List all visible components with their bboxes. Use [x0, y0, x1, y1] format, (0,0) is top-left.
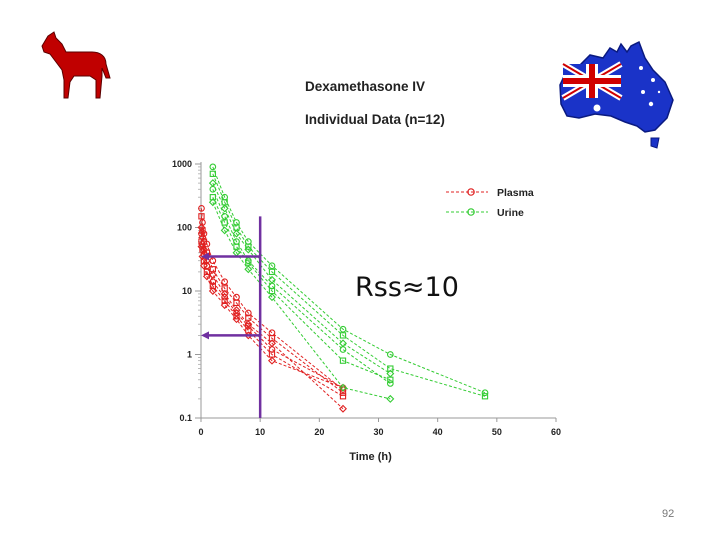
urine-point — [208, 198, 217, 207]
urine-point — [244, 245, 253, 254]
plasma-point — [268, 356, 276, 365]
urine-point — [221, 219, 228, 226]
australia-flag-map — [555, 40, 685, 155]
x-tick-label: 10 — [255, 427, 265, 437]
plasma-point — [232, 315, 241, 324]
horse-silhouette-icon — [41, 31, 111, 99]
urine-point — [245, 259, 252, 266]
urine-point — [386, 380, 394, 387]
chart-axes: 0 10 20 30 40 50 60 0.1 1 10 100 1000 Time (h) — [172, 159, 561, 463]
plasma-line — [201, 246, 344, 389]
urine-point — [244, 265, 253, 274]
y-tick-label: 0.1 — [179, 413, 192, 423]
chart-guides — [201, 216, 262, 418]
plasma-point — [268, 329, 276, 337]
chart-subtitle: Individual Data (n=12) — [305, 112, 445, 127]
urine-point — [221, 212, 229, 220]
plasma-point — [339, 393, 347, 400]
plasma-point — [202, 272, 211, 281]
urine-line — [212, 166, 486, 394]
plasma-point — [220, 289, 229, 298]
urine-series — [209, 194, 394, 383]
chart-title: Dexamethasone IV — [305, 79, 426, 94]
plasma-point — [244, 322, 252, 330]
plasma-point — [244, 309, 252, 317]
urine-point — [481, 393, 489, 400]
urine-point — [339, 383, 347, 392]
plasma-point — [220, 301, 229, 310]
x-tick-label: 50 — [492, 427, 502, 437]
australia-flag-map-icon — [559, 40, 674, 149]
urine-point — [481, 389, 489, 397]
urine-line — [212, 182, 391, 375]
plasma-point — [198, 205, 205, 212]
x-tick-label: 40 — [433, 427, 443, 437]
rss-annotation: Rss≈10 — [355, 272, 459, 303]
plasma-point — [209, 278, 217, 286]
urine-point — [268, 268, 276, 276]
plasma-point — [198, 213, 205, 220]
legend-label-plasma: Plasma — [497, 187, 534, 199]
y-tick-label: 1 — [187, 350, 192, 360]
plasma-series — [198, 230, 347, 392]
page-number: 92 — [662, 508, 675, 520]
urine-point — [220, 204, 229, 213]
x-tick-label: 20 — [314, 427, 324, 437]
plasma-point — [208, 270, 217, 279]
urine-point — [339, 325, 347, 333]
plasma-point — [200, 230, 208, 238]
horse-logo — [40, 30, 112, 107]
urine-point — [209, 170, 216, 177]
urine-point — [220, 226, 229, 235]
urine-point — [268, 293, 276, 302]
y-tick-label: 10 — [182, 286, 192, 296]
x-tick-label: 0 — [198, 427, 203, 437]
plasma-point — [199, 261, 208, 270]
plasma-point — [208, 287, 217, 295]
urine-point — [339, 346, 347, 353]
urine-point — [386, 351, 394, 358]
chart-legend: Plasma Urine — [446, 187, 534, 219]
urine-line — [212, 196, 391, 381]
plasma-point — [197, 242, 206, 251]
urine-point — [232, 229, 241, 238]
urine-point — [268, 262, 276, 270]
urine-point — [209, 163, 217, 171]
y-tick-label: 100 — [177, 223, 192, 233]
urine-point — [209, 185, 217, 193]
legend-marker — [467, 208, 475, 216]
plasma-point — [203, 268, 211, 276]
chart-series — [197, 163, 489, 413]
plasma-point — [233, 299, 240, 307]
plasma-point — [221, 278, 229, 286]
x-tick-label: 30 — [373, 427, 383, 437]
urine-line — [212, 202, 391, 400]
plasma-point — [221, 297, 228, 304]
plasma-line — [201, 233, 344, 389]
plasma-arrowhead — [201, 331, 209, 340]
urine-arrowhead — [201, 252, 209, 261]
plasma-point — [198, 230, 205, 238]
legend-label-urine: Urine — [497, 207, 524, 219]
urine-point — [339, 357, 347, 364]
urine-series — [208, 198, 395, 403]
urine-point — [387, 376, 394, 383]
plasma-point — [339, 404, 347, 413]
plasma-line — [201, 241, 344, 397]
x-axis-label: Time (h) — [349, 451, 392, 463]
y-tick-label: 1000 — [172, 159, 192, 169]
urine-point — [339, 332, 347, 339]
urine-point — [386, 394, 395, 403]
plasma-series — [198, 238, 347, 400]
plasma-series — [198, 213, 347, 396]
legend-marker — [467, 188, 475, 196]
plasma-line — [201, 227, 344, 410]
x-tick-label: 60 — [551, 427, 561, 437]
